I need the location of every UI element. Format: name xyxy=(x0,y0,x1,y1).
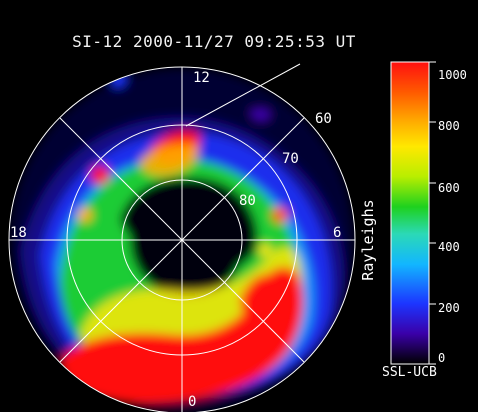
colorbar-tick-1000: 1000 xyxy=(438,68,467,82)
image-title: SI-12 2000-11/27 09:25:53 UT xyxy=(72,32,356,51)
colorbar-tick-600: 600 xyxy=(438,181,460,195)
colorbar: 1000 800 600 400 200 0 xyxy=(390,61,467,365)
colorbar-tick-0: 0 xyxy=(438,351,445,365)
mlt-label-0: 0 xyxy=(188,394,196,410)
colorbar-label: Rayleighs xyxy=(359,199,377,281)
mlt-label-18: 18 xyxy=(10,225,27,241)
mlt-label-12: 12 xyxy=(193,70,210,86)
colorbar-tick-800: 800 xyxy=(438,119,460,133)
latitude-label-80: 80 xyxy=(239,193,256,209)
latitude-label-60: 60 xyxy=(315,111,332,127)
colorbar-tick-400: 400 xyxy=(438,240,460,254)
colorbar-tick-200: 200 xyxy=(438,301,460,315)
credit-label: SSL-UCB xyxy=(382,365,437,380)
latitude-label-70: 70 xyxy=(282,151,299,167)
polar-grid xyxy=(8,63,356,412)
mlt-label-6: 6 xyxy=(333,225,341,241)
